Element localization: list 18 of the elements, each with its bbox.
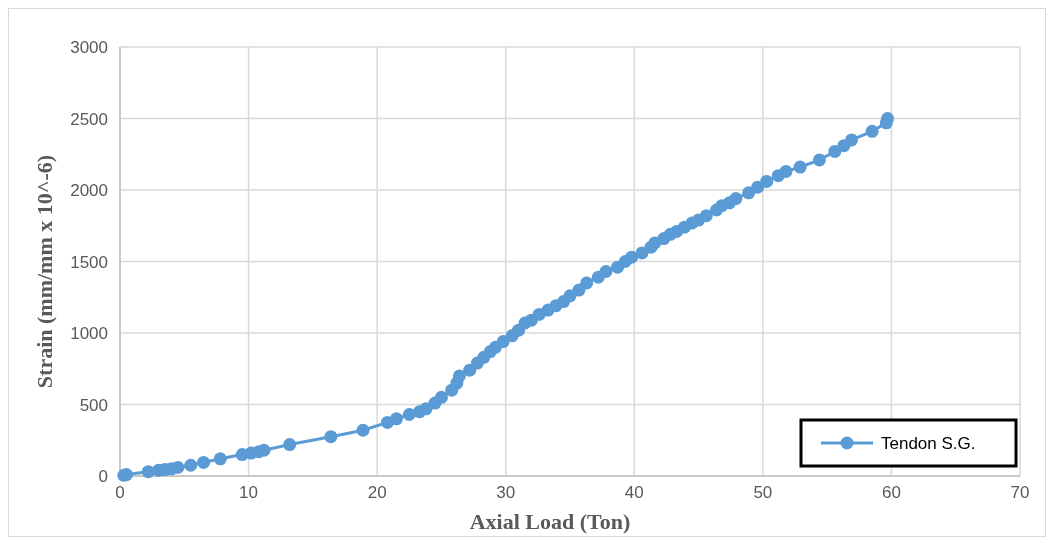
x-tick-label: 0 xyxy=(115,483,125,502)
x-tick-label: 10 xyxy=(239,483,259,502)
x-tick-label: 30 xyxy=(496,483,516,502)
x-tick-label: 60 xyxy=(881,483,901,502)
y-tick-label: 3000 xyxy=(70,38,108,57)
y-tick-label: 0 xyxy=(98,467,108,486)
y-tick-label: 2000 xyxy=(70,181,108,200)
x-tick-label: 50 xyxy=(753,483,773,502)
y-tick-label: 500 xyxy=(79,395,108,415)
y-axis-title: Strain (mm/mm x 10^-6) xyxy=(32,154,57,389)
y-tick-label: 1000 xyxy=(70,324,108,343)
y-tick-label: 1500 xyxy=(70,252,108,272)
y-tick-label: 2500 xyxy=(70,109,108,129)
legend-label: Tendon S.G. xyxy=(881,434,976,453)
x-axis-title: Axial Load (Ton) xyxy=(469,509,631,534)
x-tick-label: 70 xyxy=(1010,483,1030,502)
x-tick-label: 40 xyxy=(624,483,644,502)
x-tick-label: 20 xyxy=(367,483,387,502)
